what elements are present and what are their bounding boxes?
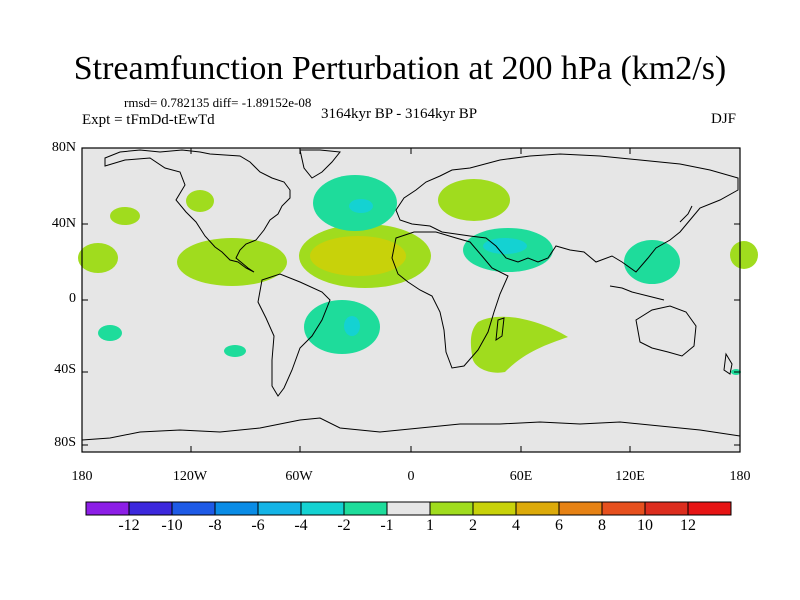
lon-label: 120W <box>172 469 208 484</box>
lat-label: 0 <box>69 291 76 306</box>
contour-negative <box>624 240 680 284</box>
lon-label: 0 <box>407 469 415 484</box>
colorbar-box <box>558 501 603 516</box>
colorbar-label: -1 <box>380 517 394 534</box>
coast-indonesia <box>609 285 665 301</box>
colorbar-label: -10 <box>161 517 183 534</box>
contour-negative-strong <box>349 199 373 213</box>
contour-negative-strong <box>344 316 360 336</box>
contour-positive <box>730 241 758 269</box>
coast-madagascar <box>495 317 505 342</box>
contour-negative <box>98 325 122 341</box>
lat-label: 40S <box>54 362 76 377</box>
colorbar-box <box>85 501 130 516</box>
colorbar-label: 12 <box>680 517 696 534</box>
lon-label: 60E <box>509 469 533 484</box>
colorbar-box <box>300 501 345 516</box>
coast-africa <box>391 231 509 369</box>
colorbar-box <box>601 501 646 516</box>
colorbar-label: -12 <box>118 517 140 534</box>
contour-negative <box>224 345 246 357</box>
lon-label: 180 <box>71 469 93 484</box>
contour-negative <box>304 300 380 354</box>
colorbar-box <box>128 501 173 516</box>
colorbar-box <box>429 501 474 516</box>
colorbar-label: 1 <box>426 517 434 534</box>
contour-positive <box>110 207 140 225</box>
lon-label: 60W <box>285 469 313 484</box>
colorbar-box <box>171 501 216 516</box>
colorbar-label: -6 <box>251 517 265 534</box>
lon-label: 120E <box>615 469 645 484</box>
contour-positive <box>78 243 118 273</box>
plot-title: Streamfunction Perturbation at 200 hPa (… <box>73 50 727 87</box>
lat-label: 40N <box>51 216 76 231</box>
contour-positive <box>186 190 214 212</box>
lon-label: 180 <box>729 469 751 484</box>
coast-greenland <box>299 149 341 179</box>
coast-new-zealand <box>723 352 733 375</box>
period-label: 3164kyr BP - 3164kyr BP <box>321 106 478 122</box>
colorbar-box <box>214 501 259 516</box>
experiment-label: Expt = tFmDd-tEwTd <box>82 112 215 128</box>
colorbar-box <box>687 501 732 516</box>
contour-positive <box>438 179 510 221</box>
season-label: DJF <box>711 111 737 127</box>
lat-label: 80S <box>54 435 76 450</box>
contour-positive <box>470 316 568 373</box>
colorbar-box <box>386 501 431 516</box>
coast-japan <box>679 205 693 223</box>
contour-positive <box>177 238 287 286</box>
colorbar-box <box>472 501 517 516</box>
colorbar-label: 6 <box>555 517 563 534</box>
colorbar-label: 4 <box>512 517 520 534</box>
coast-eurasia <box>395 153 739 273</box>
contour-negative-strong <box>483 238 527 254</box>
contour-positive-strong <box>310 236 406 276</box>
colorbar-box <box>343 501 388 516</box>
coast-antarctica <box>81 417 741 441</box>
lat-label: 80N <box>51 140 76 155</box>
coast-australia <box>635 305 697 357</box>
coast-north-america <box>104 149 291 273</box>
colorbar-box <box>644 501 689 516</box>
rmsd-stats: rmsd= 0.782135 diff= -1.89152e-08 <box>124 95 312 110</box>
colorbar-label: 8 <box>598 517 606 534</box>
coastlines <box>81 149 741 441</box>
contour-fields <box>78 175 758 375</box>
colorbar-label: -4 <box>294 517 308 534</box>
colorbar-label: 2 <box>469 517 477 534</box>
colorbar-label: 10 <box>637 517 653 534</box>
coast-south-america <box>257 273 331 397</box>
colorbar-box <box>515 501 560 516</box>
colorbar-label: -2 <box>337 517 351 534</box>
colorbar-box <box>257 501 302 516</box>
colorbar-label: -8 <box>208 517 222 534</box>
colorbar <box>85 501 732 516</box>
axis-ticks <box>81 147 741 452</box>
